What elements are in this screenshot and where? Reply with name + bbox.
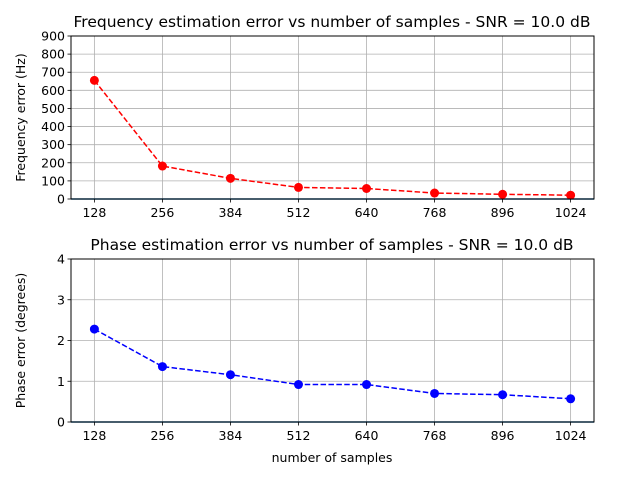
- data-point: [362, 183, 372, 193]
- frequency-error-chart: Frequency estimation error vs number of …: [13, 13, 595, 220]
- y-tick-label: 2: [57, 333, 65, 348]
- x-tick-label: 512: [287, 205, 311, 220]
- series-group: [89, 324, 576, 404]
- x-tick-labels: 128 256 384 512 640 768 896 1024: [82, 422, 587, 443]
- y-tick-label: 0: [57, 192, 65, 207]
- data-point: [498, 390, 508, 400]
- x-tick-label: 896: [491, 428, 515, 443]
- y-tick-label: 900: [41, 29, 65, 44]
- y-tick-label: 500: [41, 101, 65, 116]
- y-axis-label: Phase error (degrees): [13, 273, 28, 409]
- chart-title: Frequency estimation error vs number of …: [74, 13, 591, 31]
- data-point: [225, 370, 235, 380]
- grid: [71, 258, 594, 423]
- x-tick-label: 256: [150, 428, 174, 443]
- x-tick-label: 768: [423, 205, 447, 220]
- x-axis-label: number of samples: [272, 450, 393, 465]
- x-tick-label: 1024: [555, 205, 587, 220]
- x-tick-label: 1024: [555, 428, 587, 443]
- x-tick-label: 128: [82, 428, 106, 443]
- data-point: [293, 380, 303, 390]
- x-tick-label: 640: [355, 428, 379, 443]
- data-point: [430, 388, 440, 398]
- x-tick-label: 128: [82, 205, 106, 220]
- y-tick-labels: 0 100 200 300 400 500 600 700 800 900: [41, 29, 71, 207]
- y-tick-label: 1: [57, 374, 65, 389]
- data-point: [430, 188, 440, 198]
- data-point: [157, 161, 167, 171]
- data-point: [362, 380, 372, 390]
- y-tick-label: 300: [41, 137, 65, 152]
- x-tick-label: 768: [423, 428, 447, 443]
- y-tick-labels: 0 1 2 3 4: [57, 252, 71, 430]
- data-point: [157, 362, 167, 372]
- data-point: [225, 173, 235, 183]
- data-point: [566, 394, 576, 404]
- series-line: [94, 328, 571, 400]
- series-group: [89, 75, 576, 200]
- y-tick-label: 700: [41, 65, 65, 80]
- plot-frame: [70, 35, 595, 200]
- y-tick-label: 100: [41, 173, 65, 188]
- y-tick-label: 200: [41, 155, 65, 170]
- data-point: [89, 324, 99, 334]
- y-tick-label: 0: [57, 415, 65, 430]
- x-tick-label: 896: [491, 205, 515, 220]
- y-tick-label: 3: [57, 292, 65, 307]
- data-point: [566, 190, 576, 200]
- x-tick-label: 256: [150, 205, 174, 220]
- data-point: [293, 182, 303, 192]
- y-tick-label: 800: [41, 47, 65, 62]
- data-point: [498, 189, 508, 199]
- x-tick-label: 512: [287, 428, 311, 443]
- data-point: [89, 75, 99, 85]
- x-tick-label: 384: [219, 205, 243, 220]
- chart-title: Phase estimation error vs number of samp…: [90, 236, 573, 254]
- series-line: [93, 79, 571, 196]
- grid: [71, 35, 594, 200]
- y-tick-label: 400: [41, 119, 65, 134]
- y-axis-label: Frequency error (Hz): [13, 53, 28, 182]
- x-tick-labels: 128 256 384 512 640 768 896 1024: [82, 199, 587, 220]
- phase-error-chart: Phase estimation error vs number of samp…: [13, 236, 595, 465]
- x-tick-label: 384: [219, 428, 243, 443]
- y-tick-label: 600: [41, 83, 65, 98]
- y-tick-label: 4: [57, 252, 65, 267]
- x-tick-label: 640: [355, 205, 379, 220]
